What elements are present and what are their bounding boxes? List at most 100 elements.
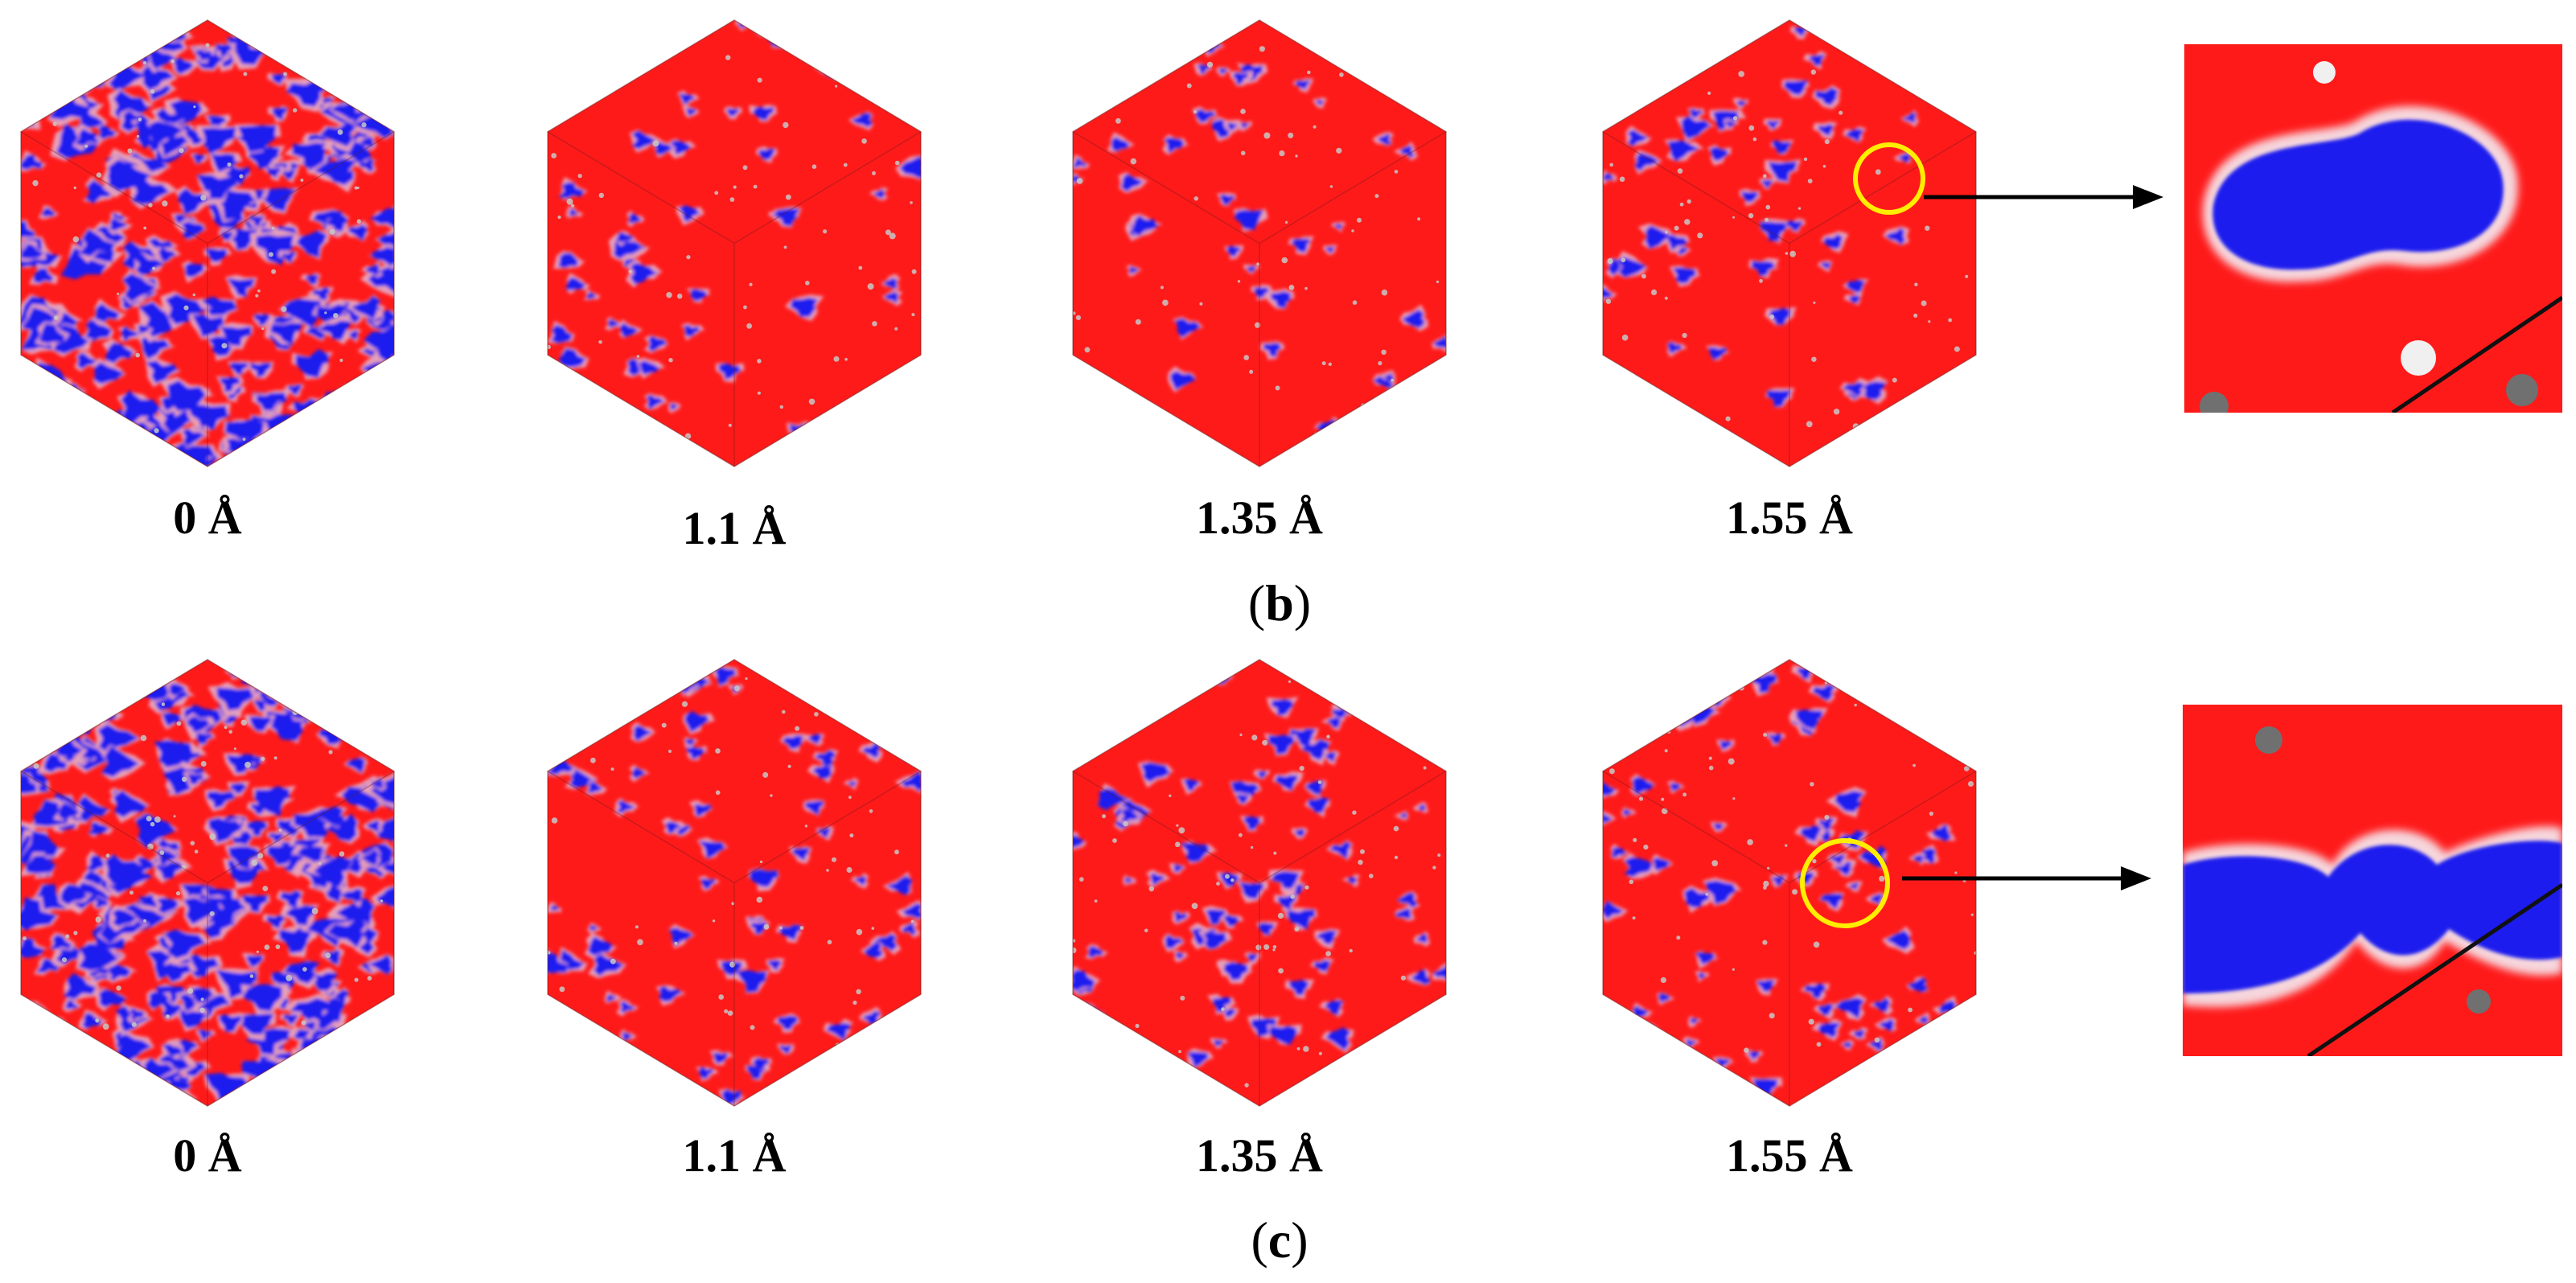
particle: [171, 59, 175, 64]
pore: [92, 1077, 121, 1098]
particle: [635, 925, 639, 929]
pore: [82, 1012, 104, 1030]
pore: [1346, 877, 1357, 884]
particle: [102, 1023, 109, 1030]
particle: [116, 35, 119, 39]
particle: [1299, 766, 1304, 771]
particle: [1079, 371, 1085, 376]
particle: [1230, 878, 1235, 882]
pore: [321, 1093, 339, 1106]
pore: [246, 955, 264, 967]
particle: [1262, 739, 1268, 746]
pore: [560, 1063, 583, 1079]
particle: [1913, 1069, 1918, 1074]
particle: [804, 824, 808, 828]
pore: [1399, 145, 1415, 158]
particle: [714, 191, 719, 195]
pore: [1132, 215, 1161, 236]
pore: [1622, 808, 1633, 816]
particle: [136, 134, 140, 138]
particle: [1766, 866, 1770, 870]
pore: [127, 435, 160, 460]
particle: [1747, 839, 1753, 845]
particle: [914, 1044, 918, 1048]
particle: [1732, 216, 1736, 219]
particle: [1741, 660, 1745, 664]
particle: [590, 1104, 594, 1106]
pore: [779, 1045, 792, 1054]
pore: [376, 697, 394, 717]
pore: [646, 394, 665, 410]
particle: [1394, 81, 1400, 88]
pore: [902, 922, 917, 936]
particle: [756, 896, 763, 903]
particle: [143, 919, 147, 923]
pore: [365, 25, 389, 41]
pore: [216, 190, 257, 220]
particle: [1239, 833, 1243, 837]
particle: [1697, 232, 1703, 239]
pore: [1291, 238, 1310, 253]
particle: [1251, 734, 1258, 741]
particle: [97, 668, 103, 676]
pore: [49, 934, 72, 950]
particle: [135, 352, 140, 358]
pore: [383, 97, 394, 109]
pore: [1741, 191, 1759, 203]
pore: [1364, 672, 1382, 685]
particle: [1806, 421, 1813, 428]
pore: [98, 124, 117, 140]
pore: [85, 179, 117, 204]
particle: [836, 26, 842, 32]
particle: [611, 421, 618, 427]
pore: [1124, 1054, 1139, 1065]
pore: [42, 1026, 55, 1034]
particle: [187, 988, 194, 994]
particle: [356, 219, 361, 224]
pore: [633, 725, 653, 742]
pore: [1667, 341, 1682, 354]
particle: [33, 763, 39, 769]
pore: [1633, 455, 1645, 465]
particle: [585, 31, 592, 38]
particle: [569, 394, 574, 398]
pore: [1173, 863, 1185, 872]
cube-c-1: [547, 659, 922, 1107]
particle: [143, 226, 147, 230]
particle: [52, 121, 57, 126]
pore: [325, 813, 358, 842]
particle: [183, 305, 189, 310]
pore: [1381, 701, 1408, 722]
particle: [1970, 913, 1974, 916]
pore: [1760, 221, 1788, 242]
particle: [1423, 766, 1427, 770]
pore: [1751, 261, 1776, 277]
particle: [1178, 1050, 1181, 1054]
particle: [1294, 927, 1300, 931]
particle: [134, 53, 138, 57]
pore: [351, 295, 381, 319]
particle: [209, 833, 216, 841]
particle: [80, 397, 85, 403]
particle: [1365, 37, 1369, 40]
particle: [240, 719, 247, 726]
cube-outline: [1072, 659, 1447, 1107]
pore: [21, 721, 51, 742]
pore: [713, 1052, 728, 1064]
pore: [191, 987, 215, 1004]
pore: [41, 208, 55, 217]
pore: [292, 142, 330, 169]
pore: [1213, 1039, 1225, 1047]
pore: [1164, 137, 1185, 154]
pore: [1182, 23, 1202, 39]
particle: [1178, 827, 1185, 834]
pore: [597, 1068, 608, 1078]
pore: [345, 758, 366, 774]
particle: [311, 907, 318, 915]
cube-label-c-1: 1.1 Å: [682, 1129, 787, 1182]
pore: [162, 1001, 183, 1018]
pore: [23, 20, 51, 36]
particle: [148, 203, 153, 208]
pore: [1288, 979, 1309, 996]
pore: [21, 937, 45, 958]
